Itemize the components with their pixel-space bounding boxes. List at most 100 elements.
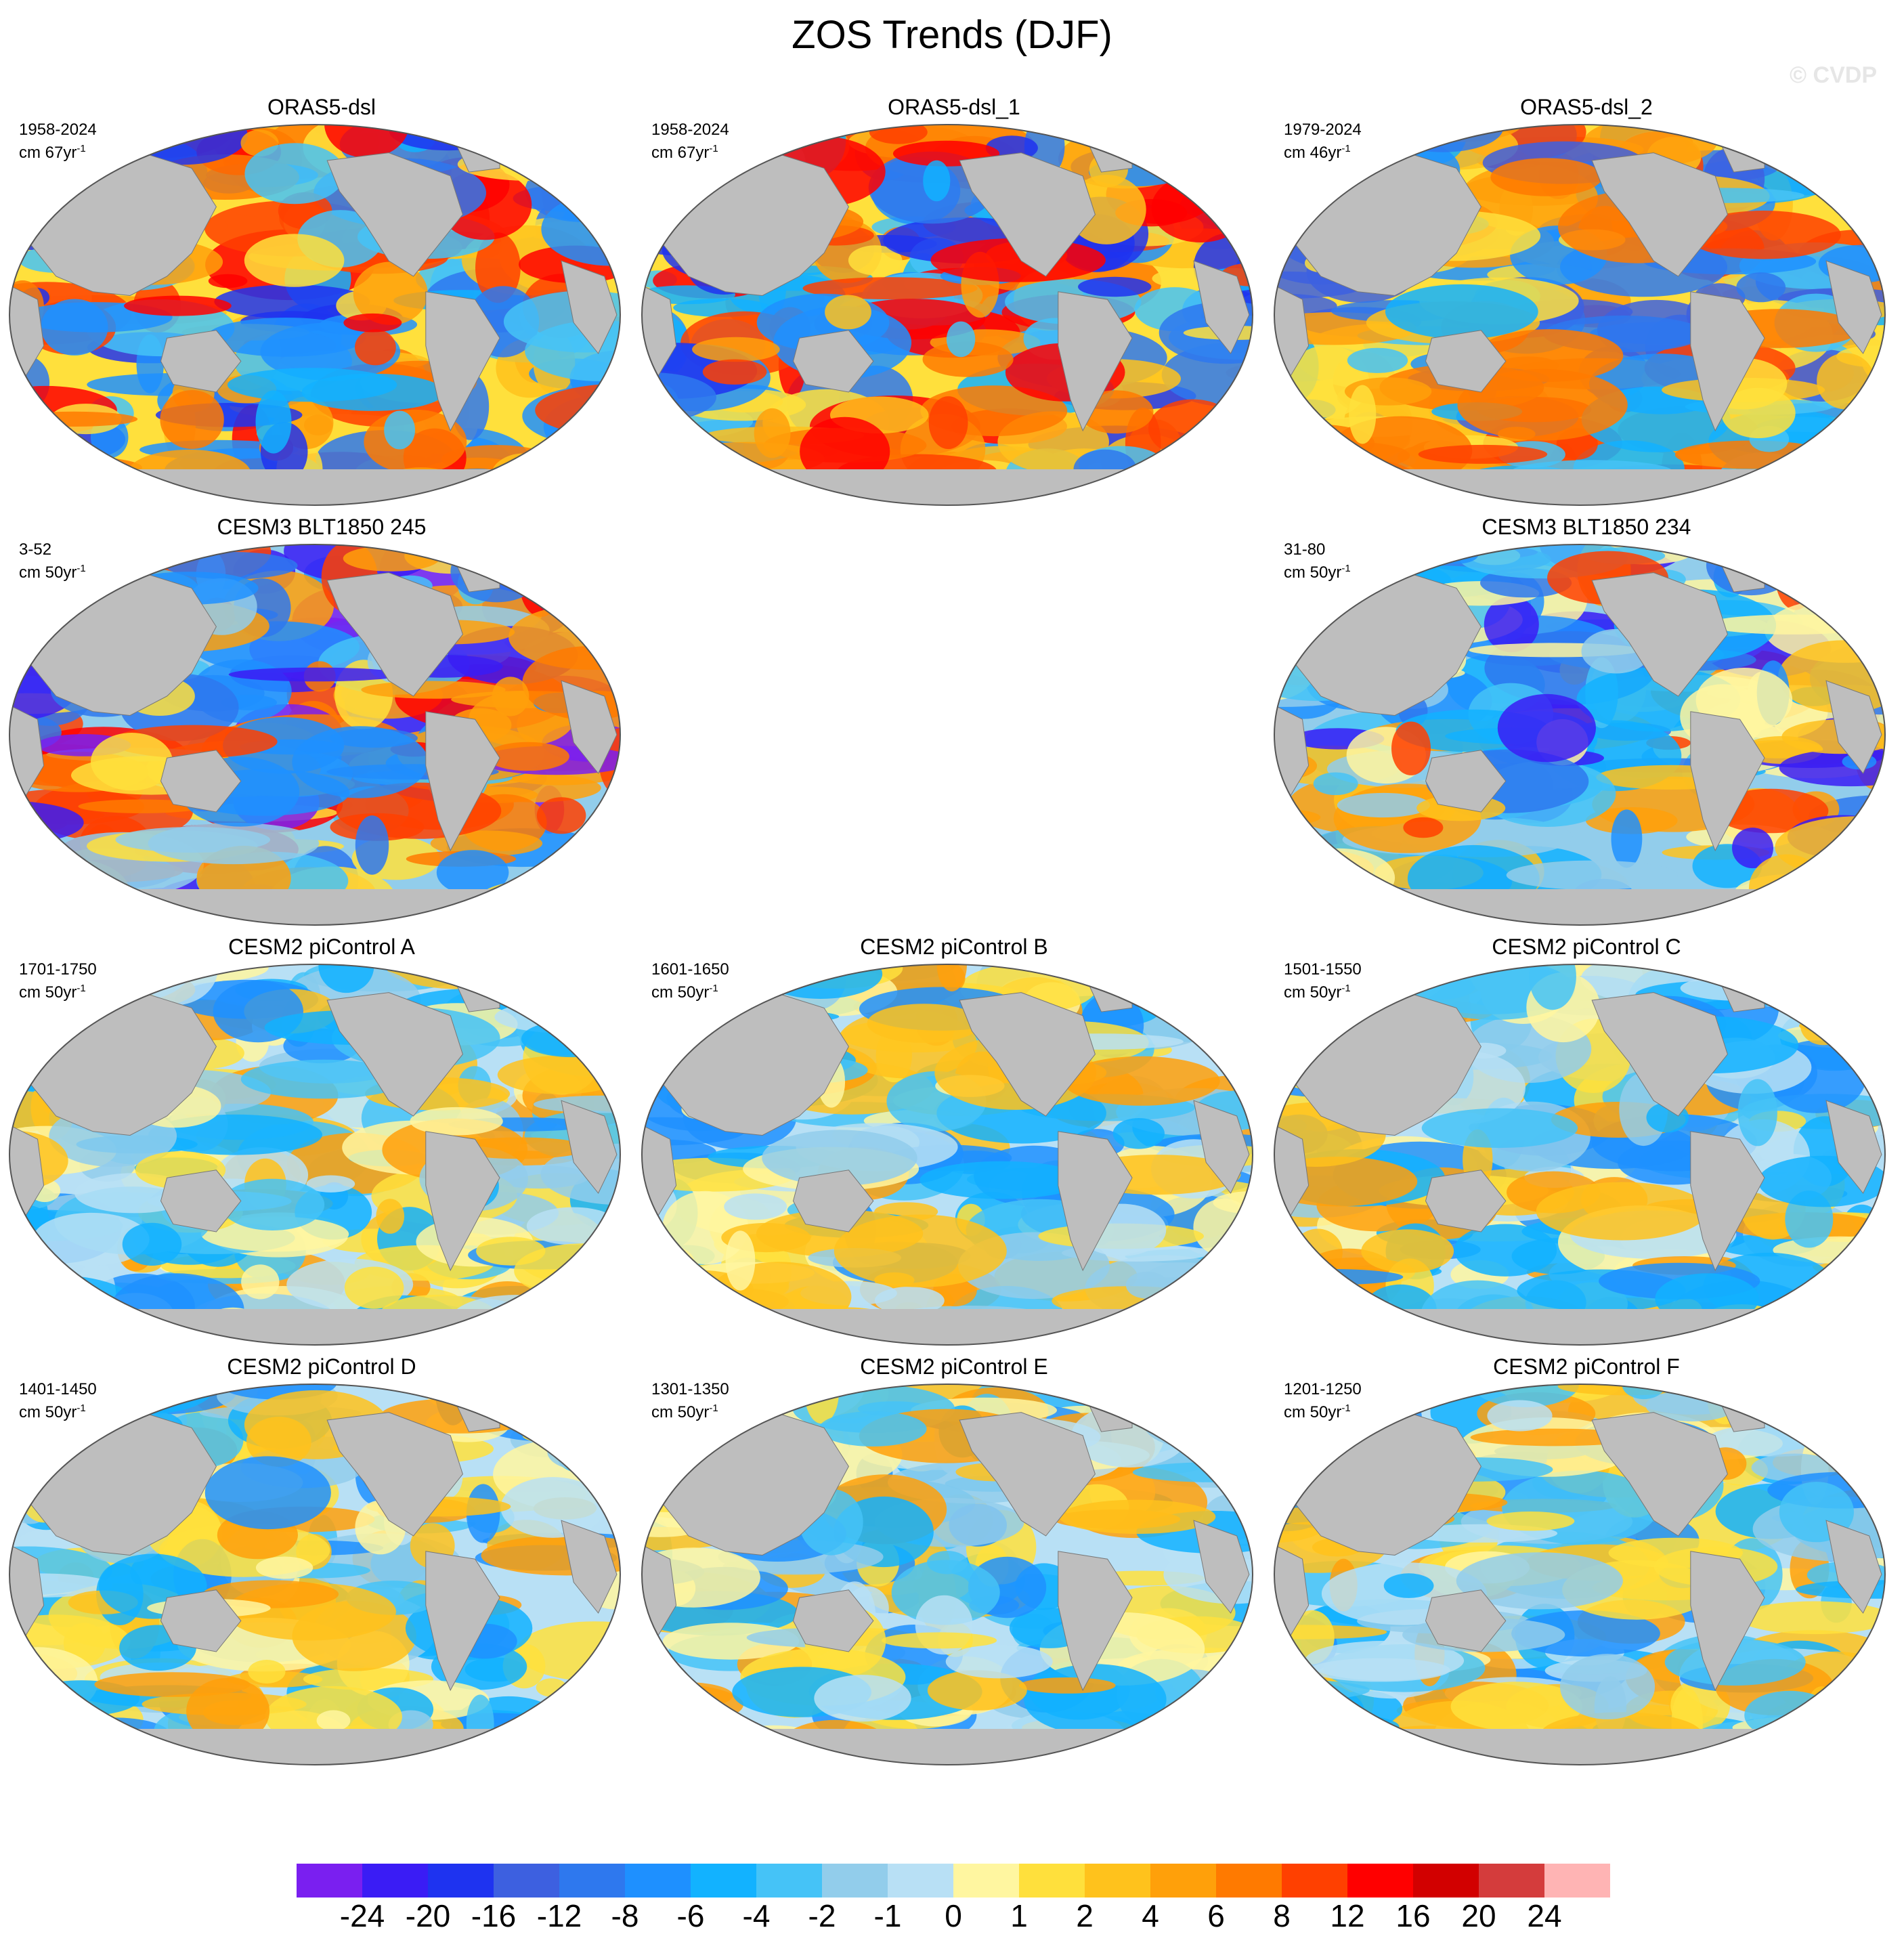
land-mass [561,680,618,774]
panel-title: CESM2 piControl E [860,1354,1048,1379]
panel-years: 31-80 [1284,540,1326,559]
colorbar [297,1864,1610,1898]
colorbar-tick-label: 16 [1395,1898,1431,1933]
panel-units: cm 67yr-1 [651,140,718,163]
land-mass [1825,1520,1882,1614]
land-mass [160,750,242,813]
colorbar-swatch [953,1864,1020,1898]
panel-units: cm 67yr-1 [19,140,86,163]
panel-title: CESM3 BLT1850 234 [1481,515,1691,539]
units-text: cm 50yr [651,1403,710,1421]
panel-years: 1979-2024 [1284,121,1362,139]
panel-years: 1301-1350 [651,1380,729,1398]
antarctica [1274,1729,1885,1765]
panel-title: CESM2 piControl F [1493,1354,1680,1379]
units-text: cm 50yr [1284,563,1342,582]
figure-title: ZOS Trends (DJF) [792,13,1112,57]
colorbar-swatch [625,1864,691,1898]
colorbar-tick-label: 20 [1461,1898,1496,1933]
map-outline [9,964,621,1346]
units-exponent: -1 [709,983,718,994]
land-mass [326,992,463,1117]
units-exponent: -1 [1341,1402,1351,1414]
units-exponent: -1 [1341,983,1351,994]
antarctica [1274,889,1885,925]
colorbar-swatch [888,1864,954,1898]
colorbar-tick-label: 2 [1076,1898,1094,1933]
robinson-map [641,124,1253,506]
colorbar-swatch [1347,1864,1414,1898]
map-outline [641,124,1253,506]
panel-units: cm 50yr-1 [651,1399,718,1422]
colorbar-tick-label: -8 [611,1898,639,1933]
land-mass [1591,152,1728,277]
robinson-map [1274,1384,1886,1765]
land-mass [425,1131,500,1272]
colorbar-tick-label: -20 [405,1898,451,1933]
units-exponent: -1 [77,563,86,574]
colorbar-swatch [1413,1864,1479,1898]
land-mass [326,572,463,697]
colorbar-swatch [691,1864,757,1898]
land-mass [326,152,463,277]
land-mass [959,152,1096,277]
panel-units: cm 50yr-1 [1284,979,1351,1002]
land-mass [1690,711,1765,852]
land-mass [1591,1412,1728,1537]
panel-units: cm 50yr-1 [1284,1399,1351,1422]
land-mass [160,1170,242,1232]
land-mass [1193,1520,1250,1614]
land-mass [1690,1551,1765,1692]
units-exponent: -1 [77,143,86,154]
panel-units: cm 50yr-1 [651,979,718,1002]
land-mass [326,1412,463,1537]
units-text: cm 67yr [651,144,710,162]
colorbar-tick-label: 0 [945,1898,962,1933]
colorbar-swatch [1479,1864,1545,1898]
panel-title: CESM3 BLT1850 245 [217,515,427,539]
map-panel: CESM2 piControl F 1201-1250 cm 50yr-1 [1272,1354,1901,1774]
colorbar-tick-label: -16 [471,1898,517,1933]
panel-units: cm 50yr-1 [1284,559,1351,582]
land-mass [561,1100,618,1194]
panel-units: cm 50yr-1 [19,1399,86,1422]
antarctica [9,1309,620,1345]
colorbar-swatch [1085,1864,1151,1898]
land-mass [425,291,500,432]
units-text: cm 50yr [1284,983,1342,1002]
robinson-map [641,1384,1253,1765]
colorbar-swatch [756,1864,823,1898]
units-exponent: -1 [1341,143,1351,154]
land-mass [561,1520,618,1614]
map-panel: CESM3 BLT1850 234 31-80 cm 50yr-1 [1272,515,1901,935]
panel-years: 1701-1750 [19,960,97,979]
land-mass [1591,572,1728,697]
colorbar-swatch [1216,1864,1282,1898]
map-panel: CESM3 BLT1850 245 3-52 cm 50yr-1 [7,515,636,935]
map-panel: CESM2 piControl A 1701-1750 cm 50yr-1 [7,935,636,1354]
colorbar-swatch [1282,1864,1348,1898]
colorbar-swatch [428,1864,494,1898]
land-mass [792,1170,874,1232]
units-text: cm 50yr [19,563,77,582]
colorbar-tick-label: 12 [1330,1898,1365,1933]
land-mass [561,260,618,354]
units-text: cm 50yr [1284,1403,1342,1421]
map-outline [9,1384,621,1765]
land-mass [1425,330,1507,393]
colorbar-tick-label: 8 [1273,1898,1291,1933]
colorbar-tick-label: 1 [1010,1898,1028,1933]
map-outline [9,124,621,506]
panel-years: 1501-1550 [1284,960,1362,979]
antarctica [1274,469,1885,505]
land-mass [425,1551,500,1692]
land-mass [959,992,1096,1117]
colorbar-swatch [297,1864,363,1898]
panel-years: 3-52 [19,540,52,559]
units-exponent: -1 [709,143,718,154]
units-text: cm 50yr [19,1403,77,1421]
robinson-map [1274,124,1886,506]
map-panel: CESM2 piControl D 1401-1450 cm 50yr-1 [7,1354,636,1774]
units-exponent: -1 [77,1402,86,1414]
land-mass [1425,1170,1507,1232]
